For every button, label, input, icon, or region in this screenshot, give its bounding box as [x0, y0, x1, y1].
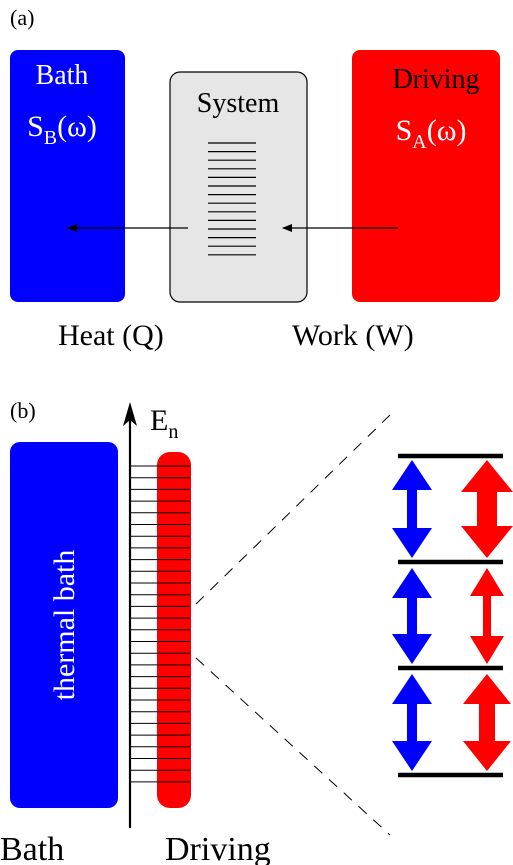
thermal-bath-box [10, 442, 118, 808]
panel-b-label: (b) [10, 398, 36, 423]
thermal-bath-text: thermal bath [48, 550, 81, 701]
bath-box [10, 50, 125, 302]
driving-transition-arrow-icon [470, 568, 504, 664]
energy-level-ladder [131, 465, 190, 783]
driving-spectrum: SA(ω) [396, 114, 467, 153]
zoomed-levels [398, 453, 503, 778]
driving-transition-arrow-icon [463, 674, 511, 771]
bath-title: Bath [36, 60, 89, 91]
system-title: System [197, 88, 280, 119]
energy-axis-arrow-icon [123, 402, 137, 426]
driving-transition-arrow-icon [461, 460, 513, 558]
bottom-driving-label: Driving [165, 831, 271, 865]
zoom-line-top [195, 414, 391, 605]
energy-axis-label: En [150, 404, 178, 443]
heat-label: Heat (Q) [58, 319, 164, 352]
bath-transition-arrow-icon [392, 568, 432, 664]
system-box [169, 71, 308, 303]
bath-transition-arrow-icon [392, 460, 432, 558]
work-label: Work (W) [292, 319, 414, 352]
system-energy-levels [208, 142, 256, 256]
zoomed-transitions [392, 460, 513, 771]
driving-box [352, 50, 500, 302]
driving-title: Driving [392, 64, 479, 95]
panel-a-label: (a) [10, 5, 34, 30]
zoom-line-bottom [195, 657, 391, 836]
bath-transition-arrow-icon [392, 674, 432, 771]
bath-spectrum: SB(ω) [27, 110, 97, 149]
bottom-bath-label: Bath [0, 831, 64, 865]
